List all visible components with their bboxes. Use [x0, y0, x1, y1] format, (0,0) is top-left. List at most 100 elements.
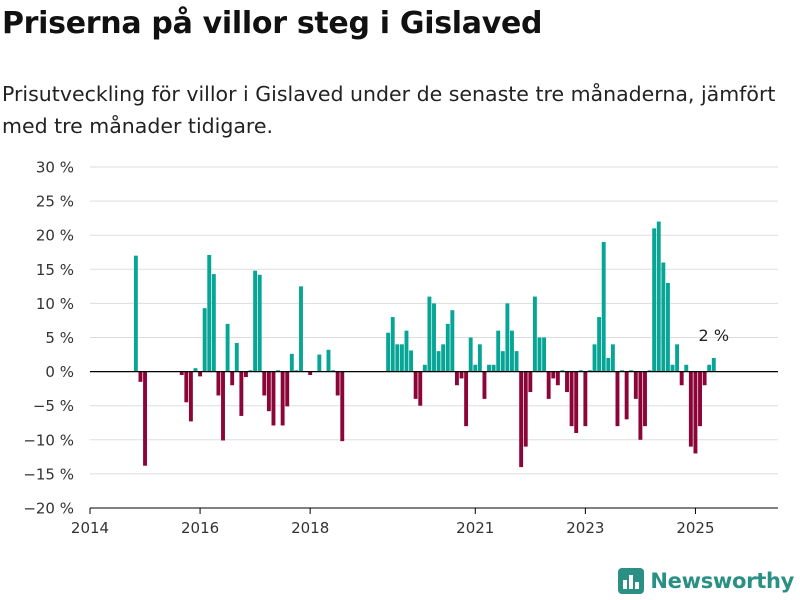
bar: [262, 371, 267, 396]
y-tick-label: −20 %: [23, 500, 74, 518]
x-tick-label: 2023: [566, 519, 604, 537]
bar: [432, 303, 436, 372]
bar: [510, 330, 514, 372]
bar: [592, 344, 597, 372]
bar: [688, 371, 693, 447]
bar: [198, 371, 203, 377]
bar: [528, 371, 533, 393]
bar: [624, 371, 629, 420]
bar: [335, 371, 340, 396]
x-tick-label: 2016: [181, 519, 219, 537]
bar: [184, 371, 189, 403]
bar: [652, 228, 657, 372]
bar: [482, 371, 487, 399]
y-tick-label: 0 %: [45, 363, 74, 381]
brand-name: Newsworthy: [650, 569, 794, 593]
bar: [202, 308, 207, 372]
bar: [679, 371, 684, 386]
bar-chart-icon: [618, 568, 645, 594]
bar: [248, 370, 253, 372]
bar: [207, 254, 212, 372]
bar: [459, 371, 464, 379]
bar: [633, 371, 638, 399]
bar: [661, 262, 666, 372]
bar: [386, 332, 391, 372]
bar: [665, 282, 670, 372]
bar: [299, 286, 303, 372]
bar: [532, 296, 537, 372]
bar: [546, 371, 551, 399]
bar: [693, 371, 698, 454]
bar: [606, 357, 611, 372]
bar: [656, 221, 661, 372]
x-tick-label: 2018: [291, 519, 329, 537]
bar: [179, 371, 184, 376]
bar: [491, 364, 496, 372]
bar: [583, 371, 588, 427]
bar: [615, 371, 620, 427]
bar: [427, 296, 432, 372]
bar: [684, 364, 689, 372]
bar: [340, 371, 345, 442]
bar: [216, 371, 221, 396]
last-value-label: 2 %: [699, 326, 729, 345]
bar: [409, 350, 414, 372]
bar: [610, 344, 615, 372]
bar: [555, 371, 560, 386]
y-tick-label: 10 %: [36, 295, 74, 313]
bar: [587, 370, 592, 372]
bar: [138, 371, 143, 382]
bar: [445, 323, 450, 372]
bar: [505, 303, 510, 372]
bar: [418, 371, 423, 406]
bar: [143, 371, 147, 466]
bar: [266, 371, 271, 412]
bar: [542, 337, 547, 372]
bar: [257, 274, 262, 372]
bar: [473, 364, 478, 372]
bar: [294, 370, 299, 372]
bar: [436, 351, 441, 372]
x-tick-label: 2014: [71, 519, 109, 537]
bar: [629, 370, 634, 372]
bar: [441, 344, 446, 372]
bar: [422, 364, 427, 372]
bar: [230, 371, 235, 386]
bar: [643, 371, 647, 427]
bar: [331, 370, 336, 372]
bar: [188, 371, 193, 422]
bar: [675, 344, 680, 372]
bar: [234, 342, 239, 372]
bar: [285, 371, 290, 407]
x-tick-label: 2021: [456, 519, 494, 537]
bar: [597, 317, 602, 372]
bar: [537, 337, 542, 372]
bar: [707, 364, 712, 372]
bar: [620, 370, 625, 372]
bar: [487, 364, 491, 372]
bar: [454, 371, 459, 386]
bar: [638, 371, 643, 440]
bar: [468, 337, 473, 372]
bar: [326, 349, 331, 372]
bar: [500, 351, 505, 372]
bar: [211, 274, 216, 372]
bar: [253, 270, 258, 372]
bar: [317, 354, 322, 372]
y-tick-label: −15 %: [23, 465, 74, 483]
bar: [399, 344, 404, 372]
y-tick-label: 5 %: [45, 329, 74, 347]
bar: [647, 370, 652, 372]
chart-subtitle: Prisutveckling för villor i Gislaved und…: [2, 82, 776, 138]
bar: [711, 357, 716, 372]
y-tick-label: 15 %: [36, 261, 74, 279]
bar: [601, 242, 606, 372]
y-tick-label: 30 %: [36, 159, 74, 177]
bar: [221, 371, 225, 441]
bar: [225, 323, 230, 372]
bar: [514, 351, 519, 372]
bar: [698, 371, 702, 427]
bar: [560, 370, 565, 372]
bar: [390, 317, 395, 372]
